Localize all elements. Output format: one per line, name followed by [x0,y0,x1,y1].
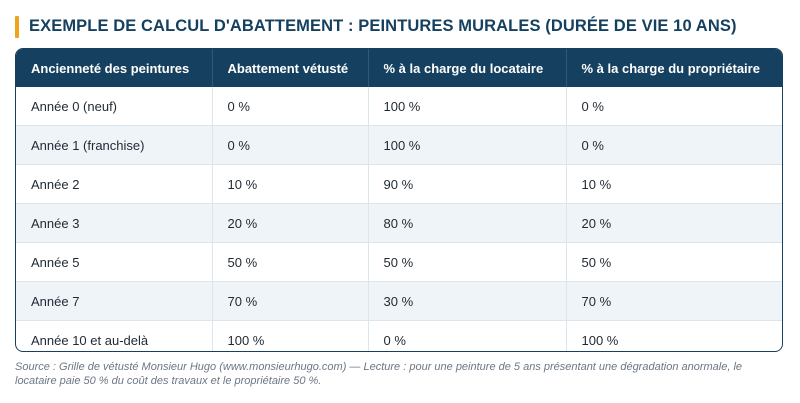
cell-tenant-share: 80 % [368,203,567,243]
column-header-owner-share: % à la charge du propriétaire [566,49,782,87]
cell-tenant-share: 100 % [368,87,567,126]
cell-age: Année 1 (franchise) [16,125,213,165]
table-row: Année 10 et au-delà 100 % 0 % 100 % [16,320,782,351]
cell-tenant-share: 50 % [368,242,567,282]
cell-age: Année 5 [16,242,213,282]
column-header-tenant-share: % à la charge du locataire [368,49,567,87]
cell-depreciation: 0 % [212,87,369,126]
cell-tenant-share: 30 % [368,281,567,321]
cell-owner-share: 0 % [581,98,604,114]
cell-owner-share: 20 % [566,203,782,243]
cell-depreciation: 100 % [212,320,369,351]
table-header: Ancienneté des peintures Abattement vétu… [16,49,782,87]
cell-tenant-share: 100 % [368,125,567,165]
column-header-age: Ancienneté des peintures [16,49,213,87]
cell-depreciation: 10 % [212,164,369,204]
cell-tenant-share: 0 % [368,320,567,351]
table-row: Année 1 (franchise) 0 % 100 % 0 % [16,125,782,165]
cell-age: Année 3 [16,203,213,243]
cell-owner-share: 100 % [566,320,782,351]
cell-age: Année 7 [16,281,213,321]
cell-depreciation: 50 % [212,242,369,282]
title-accent-bar [15,16,19,38]
table-body: Année 0 (neuf) 0 % 100 % 0 % Année 1 (fr… [16,87,782,351]
cell-tenant-share: 90 % [368,164,567,204]
cell-owner-share: 10 % [566,164,782,204]
column-header-depreciation: Abattement vétusté [212,49,369,87]
cell-owner-share: 70 % [566,281,782,321]
table-row: Année 2 10 % 90 % 10 % [16,164,782,204]
source-footnote: Source : Grille de vétusté Monsieur Hugo… [15,361,743,387]
table-row: Année 7 70 % 30 % 70 % [16,281,782,321]
table-row: Année 0 (neuf) 0 % 100 % 0 % [16,87,782,126]
table-row: Année 3 20 % 80 % 20 % [16,203,782,243]
cell-age: Année 0 (neuf) [16,87,213,126]
cell-age: Année 10 et au-delà [16,320,213,351]
cell-owner-share: 0 % [566,125,782,165]
depreciation-table-container: Ancienneté des peintures Abattement vétu… [15,48,783,352]
depreciation-table: Ancienneté des peintures Abattement vétu… [16,49,782,351]
cell-owner-share: 50 % [566,242,782,282]
table-header-row: Ancienneté des peintures Abattement vétu… [16,49,782,87]
table-row: Année 5 50 % 50 % 50 % [16,242,782,282]
cell-depreciation: 20 % [212,203,369,243]
cell-age: Année 2 [16,164,213,204]
cell-depreciation: 0 % [212,125,369,165]
page-title: EXEMPLE DE CALCUL D'ABATTEMENT : PEINTUR… [29,17,737,35]
cell-depreciation: 70 % [212,281,369,321]
